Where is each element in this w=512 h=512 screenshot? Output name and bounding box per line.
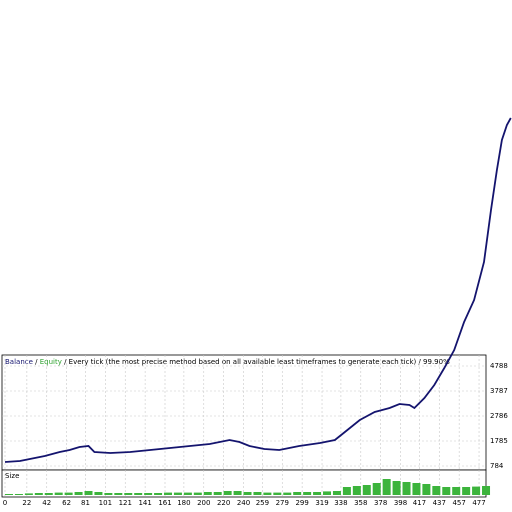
x-tick-label: 161 [158,499,171,507]
y-tick-label: 1785 [490,437,508,445]
size-bar [382,479,391,495]
x-tick-label: 42 [42,499,51,507]
size-bar [263,492,272,495]
size-label: Size [5,472,19,480]
x-tick-label: 358 [354,499,367,507]
size-bar [422,484,431,495]
x-tick-label: 378 [374,499,387,507]
size-bar [273,492,282,495]
size-bar [342,487,351,495]
x-tick-label: 279 [276,499,289,507]
size-bar [332,491,341,495]
x-tick-label: 240 [237,499,250,507]
size-bar [54,492,63,495]
size-bar [173,492,182,495]
size-bar [323,491,332,495]
x-tick-label: 398 [394,499,407,507]
size-bar [293,492,302,495]
x-tick-label: 477 [472,499,485,507]
size-bar [402,482,411,495]
x-tick-label: 417 [413,499,426,507]
size-bar [243,492,252,495]
main-panel [1,354,487,471]
x-tick-label: 180 [177,499,190,507]
y-tick-label: 784 [490,462,504,470]
size-bar [352,486,361,495]
x-tick-label: 81 [81,499,90,507]
size-bar [412,483,421,495]
size-bar [34,493,43,495]
size-bar [5,494,13,495]
size-bar [452,487,461,495]
legend-sep: / [33,358,40,366]
size-bar [164,492,173,495]
y-tick-label: 4788 [490,362,508,370]
size-bar [84,491,93,495]
size-bar [14,494,23,495]
size-bar [104,493,113,495]
x-tick-label: 457 [452,499,465,507]
size-bar [233,491,242,495]
size-bar [183,492,192,495]
y-tick-label: 3787 [490,387,508,395]
size-bar [462,487,471,495]
size-bar [24,493,33,495]
x-tick-label: 338 [334,499,347,507]
size-bar [303,492,312,495]
x-tick-label: 259 [256,499,269,507]
size-bar [203,492,212,495]
size-bar [392,481,401,495]
x-tick-label: 22 [22,499,31,507]
size-bar [472,486,481,495]
size-bar [372,483,381,495]
size-bar [313,492,322,495]
size-bar [283,492,292,495]
y-tick-label: 2786 [490,412,508,420]
size-bar [74,492,83,495]
size-bar [154,493,163,495]
x-tick-label: 62 [62,499,71,507]
x-tick-label: 121 [119,499,132,507]
size-bar [94,492,103,495]
size-bar [64,492,73,495]
x-tick-label: 0 [3,499,7,507]
size-bar [114,493,123,495]
x-tick-label: 200 [197,499,210,507]
x-tick-label: 319 [315,499,328,507]
legend-equity: Equity [40,358,62,366]
x-tick-label: 141 [138,499,151,507]
legend: Balance / Equity / Every tick (the most … [5,358,450,366]
size-bar [362,485,371,495]
x-tick-label: 437 [433,499,446,507]
size-bar [44,493,53,495]
legend-rest: / Every tick (the most precise method ba… [62,358,450,366]
size-bar [223,491,232,495]
size-bar [144,493,153,495]
size-bar [482,486,491,495]
size-bar [213,492,222,495]
x-tick-label: 299 [295,499,308,507]
size-bar [193,492,202,495]
size-bar [442,487,451,495]
balance-line [4,117,512,463]
size-bar [253,492,262,495]
x-tick-label: 220 [217,499,230,507]
size-bar [134,493,143,495]
size-bar [124,493,133,495]
size-bar [432,486,441,495]
legend-balance: Balance [5,358,33,366]
x-tick-label: 101 [99,499,112,507]
